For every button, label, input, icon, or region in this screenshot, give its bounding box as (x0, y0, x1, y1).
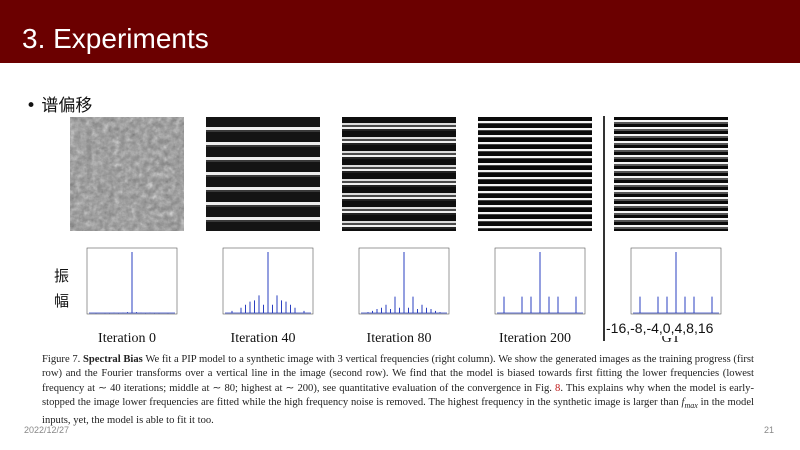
footer-date: 2022/12/27 (24, 425, 70, 435)
figure-caption: Figure 7. Spectral Bias We fit a PIP mod… (42, 353, 754, 428)
plot-frame (222, 247, 314, 315)
frequency-annotation: -16,-8,-4,0,4,8,16 (606, 320, 714, 336)
spectrum-plot-iteration-80 (358, 247, 450, 315)
spectrum-plot-gt (630, 247, 722, 315)
caption-iteration-40: Iteration 40 (230, 331, 296, 346)
ylabel-char-1: 振 (54, 267, 70, 285)
caption-text-2: . This explains why when the model is ea… (42, 382, 754, 409)
plot-frame (358, 247, 450, 315)
spectrum-plot-iteration-0 (86, 247, 178, 315)
plot-frame (494, 247, 586, 315)
figure-ref-link[interactable]: 8 (555, 382, 561, 394)
slide-title: 3. Experiments (22, 23, 209, 54)
title-bar (0, 0, 800, 63)
image-iteration-40 (206, 117, 320, 231)
caption-iteration-0: Iteration 0 (98, 331, 156, 346)
spectrum-plot-iteration-40 (222, 247, 314, 315)
fmax-symbol: f (681, 397, 685, 409)
image-gt (614, 117, 728, 231)
figure-label: Figure 7. (42, 354, 81, 365)
plot-frame (630, 247, 722, 315)
image-iteration-80 (342, 117, 456, 231)
caption-iteration-80: Iteration 80 (366, 331, 432, 346)
image-iteration-200 (478, 117, 592, 231)
caption-iteration-200: Iteration 200 (499, 331, 571, 346)
divider-line (603, 116, 605, 341)
caption-text-1: We fit a PIP model to a synthetic image … (42, 354, 754, 394)
image-iteration-0 (70, 117, 184, 231)
figure-title: Spectral Bias (83, 354, 143, 365)
fmax-subscript: max (684, 401, 698, 411)
page-number: 21 (764, 425, 775, 435)
bullet-spectral-bias: • 谱偏移 (26, 96, 93, 116)
ylabel-char-2: 幅 (54, 292, 70, 310)
spectrum-plot-iteration-200 (494, 247, 586, 315)
plot-frame (86, 247, 178, 315)
caption-text-3: in the model inputs, yet, the model is a… (42, 397, 755, 426)
